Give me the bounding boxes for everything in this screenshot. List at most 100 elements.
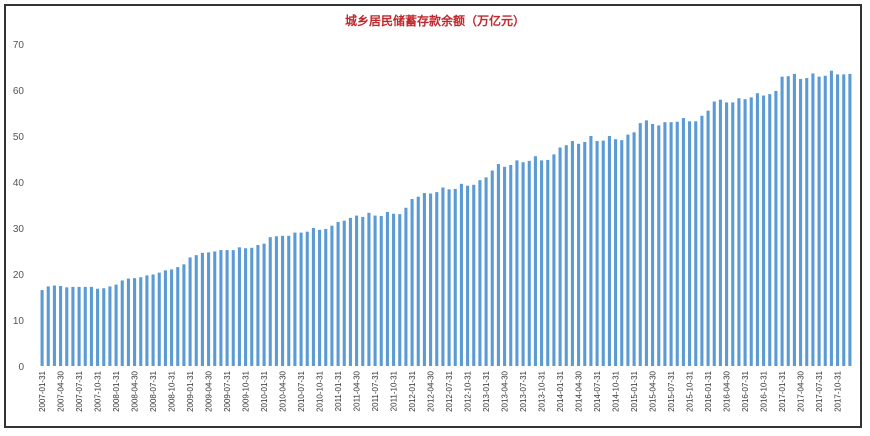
x-tick-label: 2013-10-31 <box>538 370 547 411</box>
x-tick-label: 2008-01-31 <box>112 370 121 411</box>
bar <box>237 247 241 366</box>
y-tick-label: 40 <box>13 178 25 189</box>
x-tick-label: 2009-10-31 <box>242 370 251 411</box>
bar <box>71 286 75 366</box>
bar <box>792 73 796 367</box>
x-tick-label: 2007-01-31 <box>38 370 47 411</box>
bar <box>706 110 710 366</box>
x-tick-label: 2015-01-31 <box>630 370 639 411</box>
bar <box>626 134 630 366</box>
bar <box>219 250 223 366</box>
bar <box>564 145 568 366</box>
bar <box>385 211 389 366</box>
y-tick-label: 20 <box>13 270 25 281</box>
bar <box>490 170 494 366</box>
bar <box>422 193 426 366</box>
bar <box>348 217 352 366</box>
bar <box>207 252 211 366</box>
bar <box>570 141 574 366</box>
bar <box>540 160 544 366</box>
x-tick-label: 2016-04-30 <box>723 370 732 411</box>
bar <box>533 156 537 366</box>
x-tick-label: 2008-10-31 <box>168 370 177 411</box>
bar <box>472 184 476 366</box>
x-tick-label: 2007-07-31 <box>75 370 84 411</box>
bar <box>441 187 445 366</box>
bar <box>367 212 371 366</box>
x-tick-label: 2012-04-30 <box>427 370 436 411</box>
bar <box>601 140 605 366</box>
bar <box>762 95 766 367</box>
bar <box>558 147 562 366</box>
bar <box>416 196 420 366</box>
x-tick-label: 2013-07-31 <box>519 370 528 411</box>
bar <box>583 141 587 366</box>
bar <box>355 215 359 366</box>
bar <box>749 97 753 367</box>
y-tick-label: 60 <box>13 86 25 97</box>
bar <box>799 78 803 367</box>
bar <box>503 166 507 366</box>
bar <box>681 118 685 366</box>
bar <box>342 220 346 366</box>
bar <box>836 74 840 367</box>
bar <box>59 285 63 366</box>
bar <box>688 121 692 366</box>
bar <box>108 286 112 366</box>
bar <box>447 189 451 366</box>
bar <box>515 160 519 366</box>
x-tick-label: 2009-07-31 <box>223 370 232 411</box>
bar <box>231 250 235 366</box>
x-tick-label: 2012-07-31 <box>445 370 454 411</box>
x-tick-label: 2011-01-31 <box>334 370 343 411</box>
bar <box>46 286 50 366</box>
bar <box>151 274 155 366</box>
x-tick-label: 2008-04-30 <box>131 370 140 411</box>
bar <box>120 280 124 366</box>
bar <box>182 264 186 366</box>
bar <box>256 245 260 366</box>
bar <box>823 75 827 367</box>
bar <box>607 136 611 366</box>
bar <box>262 243 266 366</box>
bar <box>731 102 735 367</box>
bar <box>755 93 759 366</box>
bar <box>281 235 285 366</box>
bar <box>188 257 192 366</box>
bar <box>83 286 87 366</box>
x-tick-label: 2017-01-31 <box>778 370 787 411</box>
x-tick-label: 2014-07-31 <box>593 370 602 411</box>
x-tick-label: 2012-10-31 <box>464 370 473 411</box>
bar <box>305 231 309 366</box>
bar <box>293 232 297 366</box>
bar <box>595 141 599 366</box>
bar <box>392 213 396 366</box>
x-tick-label: 2016-10-31 <box>760 370 769 411</box>
x-tick-label: 2014-04-30 <box>575 370 584 411</box>
bar <box>620 140 624 366</box>
x-tick-label: 2017-10-31 <box>834 370 843 411</box>
bar <box>318 229 322 366</box>
x-tick-label: 2013-04-30 <box>501 370 510 411</box>
x-tick-label: 2016-01-31 <box>704 370 713 411</box>
bar <box>244 248 248 366</box>
bar <box>768 94 772 366</box>
bar <box>829 70 833 367</box>
bar <box>694 121 698 366</box>
bar <box>842 74 846 367</box>
bar <box>663 122 667 366</box>
x-tick-label: 2010-10-31 <box>316 370 325 411</box>
y-tick-label: 30 <box>13 224 25 235</box>
x-tick-label: 2008-07-31 <box>149 370 158 411</box>
bar <box>268 237 272 366</box>
y-tick-label: 0 <box>18 362 24 373</box>
bar <box>712 101 716 366</box>
bar <box>725 102 729 367</box>
bar <box>817 76 821 366</box>
x-tick-label: 2010-01-31 <box>260 370 269 411</box>
bar <box>805 78 809 366</box>
bar <box>484 177 488 366</box>
bar <box>96 288 100 366</box>
x-tick-label: 2007-04-30 <box>57 370 66 411</box>
